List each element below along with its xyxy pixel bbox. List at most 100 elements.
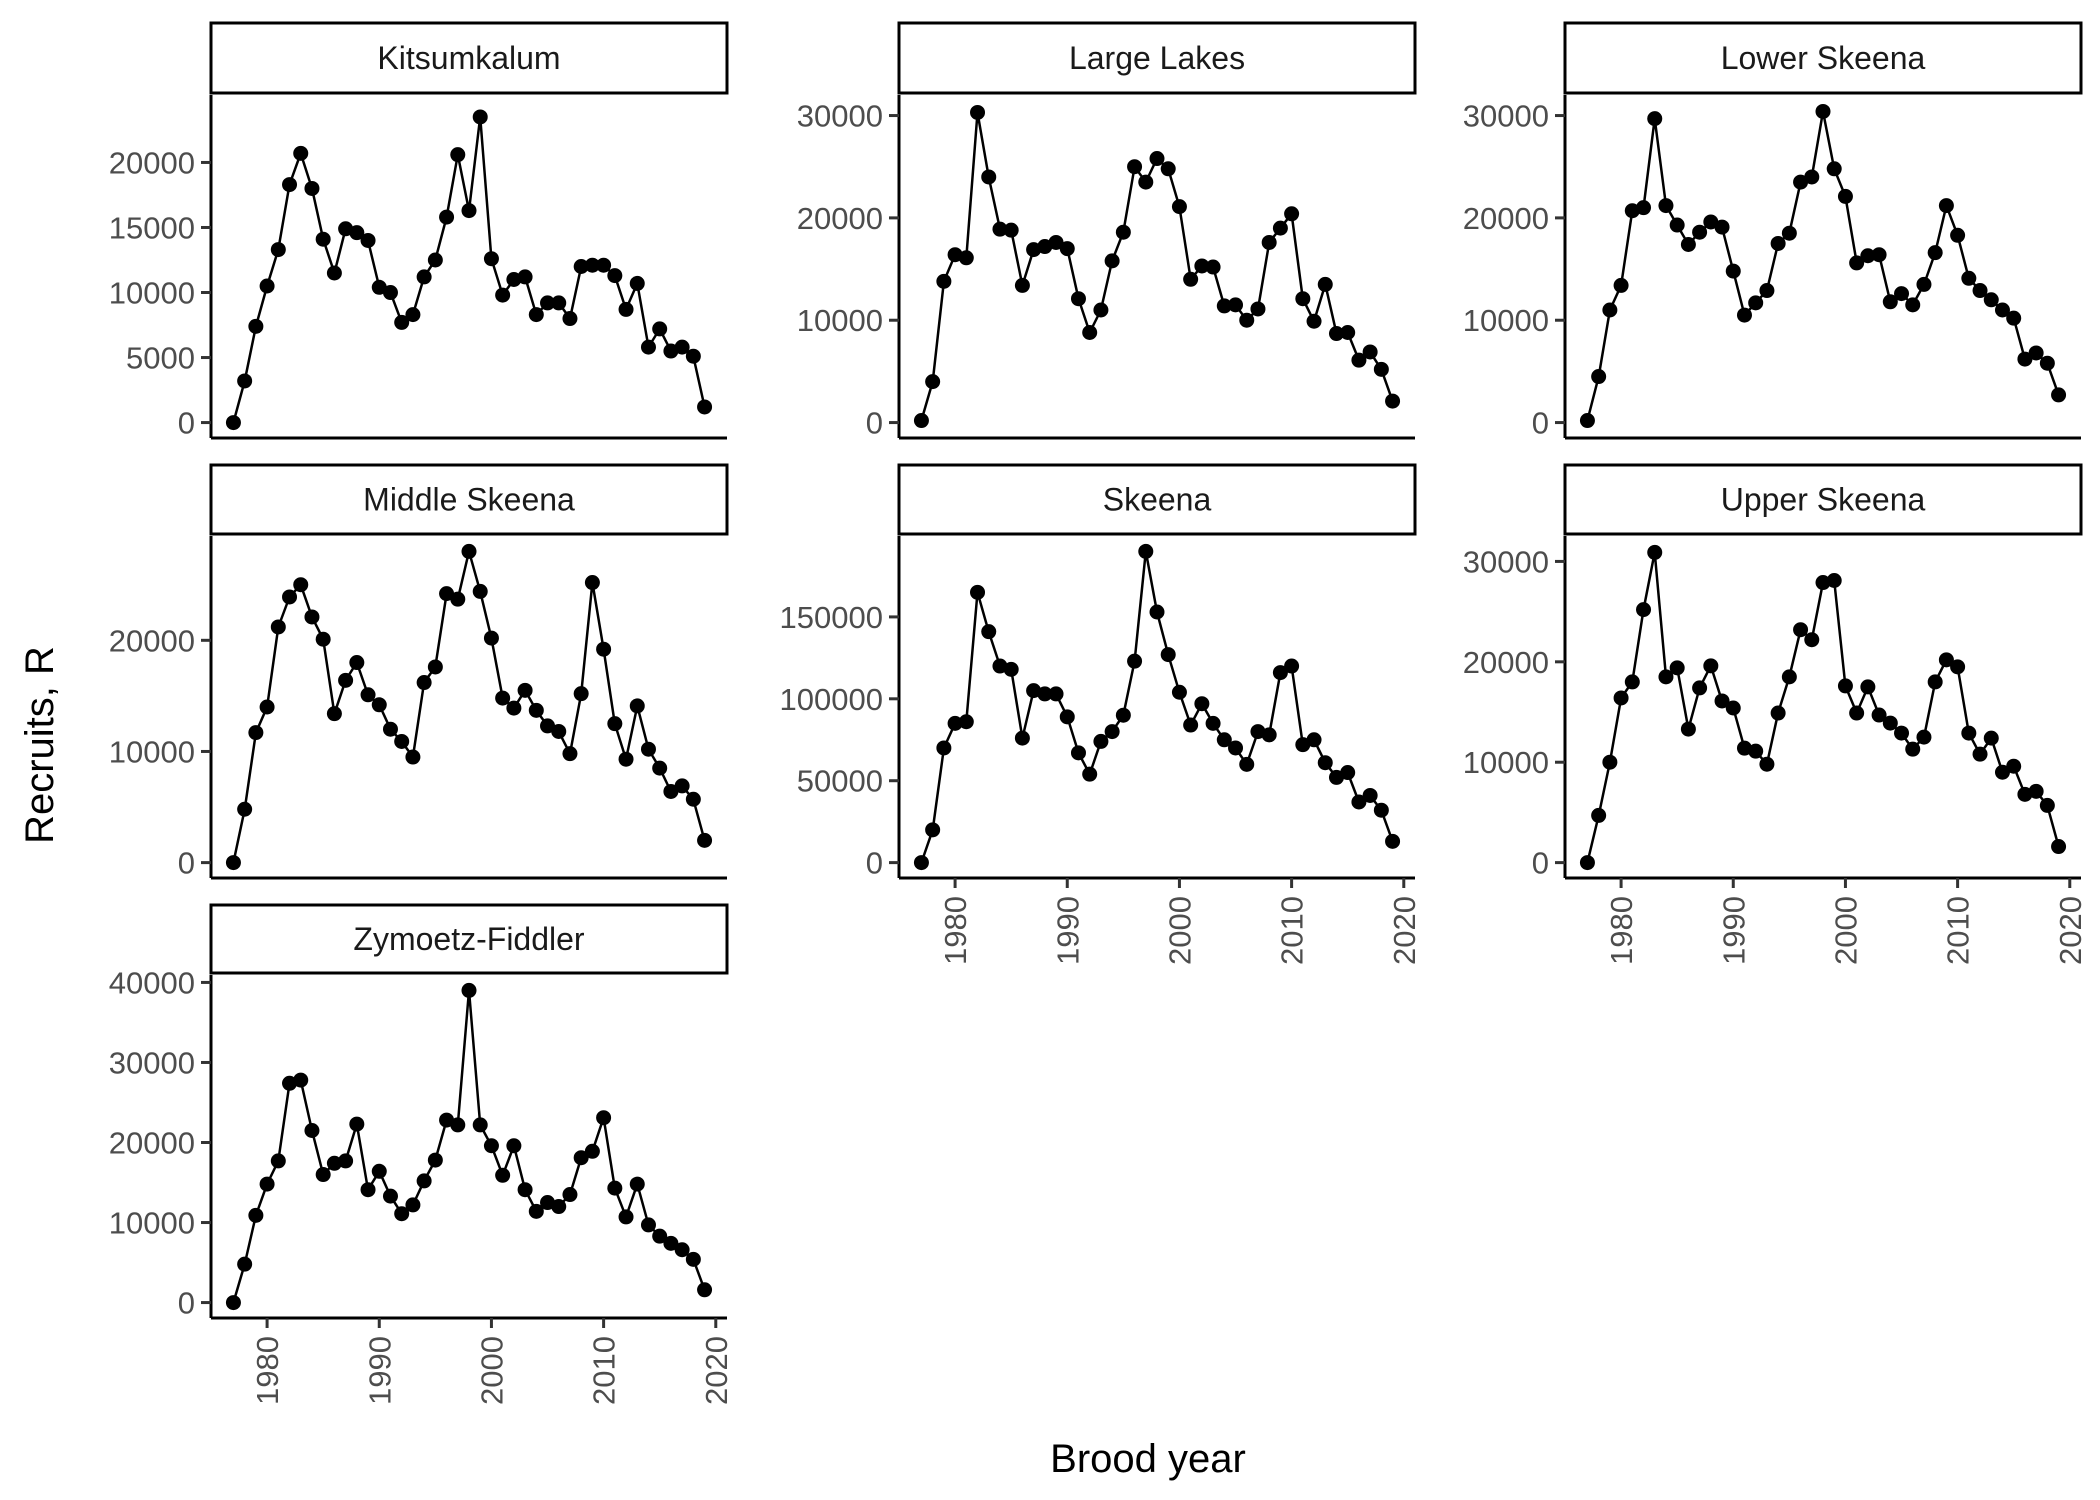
data-point-upper-skeena bbox=[1894, 725, 1910, 741]
data-point-zymoetz-fiddler bbox=[618, 1209, 634, 1225]
x-tick-label-zymoetz-fiddler: 1980 bbox=[250, 1336, 285, 1405]
data-point-kitsumkalum bbox=[248, 318, 264, 334]
data-point-upper-skeena bbox=[1849, 705, 1865, 721]
data-point-lower-skeena bbox=[1636, 200, 1652, 216]
y-tick-label-zymoetz-fiddler: 40000 bbox=[109, 965, 195, 1000]
data-point-skeena bbox=[1149, 604, 1165, 620]
data-point-zymoetz-fiddler bbox=[259, 1176, 275, 1192]
x-tick-label-zymoetz-fiddler: 2020 bbox=[699, 1336, 734, 1405]
x-tick-label-upper-skeena: 1980 bbox=[1604, 896, 1639, 965]
x-tick-label-skeena: 2020 bbox=[1387, 896, 1422, 965]
data-point-middle-skeena bbox=[371, 697, 387, 713]
data-point-large-lakes bbox=[1194, 258, 1210, 274]
data-point-upper-skeena bbox=[1703, 658, 1719, 674]
data-point-lower-skeena bbox=[2028, 345, 2044, 361]
data-point-skeena bbox=[1160, 647, 1176, 663]
data-point-skeena bbox=[1127, 653, 1143, 669]
data-point-zymoetz-fiddler bbox=[338, 1153, 354, 1169]
series-line-kitsumkalum bbox=[232, 116, 706, 423]
data-point-middle-skeena bbox=[405, 749, 421, 765]
data-point-kitsumkalum bbox=[697, 399, 713, 415]
data-point-upper-skeena bbox=[1983, 730, 1999, 746]
data-point-upper-skeena bbox=[1770, 705, 1786, 721]
data-point-zymoetz-fiddler bbox=[640, 1217, 656, 1233]
data-point-large-lakes bbox=[1093, 302, 1109, 318]
data-point-upper-skeena bbox=[1837, 678, 1853, 694]
data-point-zymoetz-fiddler bbox=[405, 1197, 421, 1213]
data-point-kitsumkalum bbox=[439, 209, 455, 225]
y-tick-label-zymoetz-fiddler: 10000 bbox=[109, 1206, 195, 1241]
data-point-kitsumkalum bbox=[685, 348, 701, 364]
data-point-zymoetz-fiddler bbox=[225, 1295, 241, 1311]
data-point-middle-skeena bbox=[293, 577, 309, 593]
y-tick-label-zymoetz-fiddler: 20000 bbox=[109, 1125, 195, 1160]
data-point-kitsumkalum bbox=[607, 268, 623, 284]
data-point-large-lakes bbox=[1385, 393, 1401, 409]
data-point-middle-skeena bbox=[540, 718, 556, 734]
y-tick-label-large-lakes: 20000 bbox=[797, 201, 883, 236]
data-point-lower-skeena bbox=[1781, 225, 1797, 241]
data-point-skeena bbox=[1138, 543, 1154, 559]
data-point-zymoetz-fiddler bbox=[450, 1117, 466, 1133]
data-point-large-lakes bbox=[1183, 271, 1199, 287]
data-point-large-lakes bbox=[1216, 298, 1232, 314]
data-point-zymoetz-fiddler bbox=[483, 1138, 499, 1154]
data-point-lower-skeena bbox=[1882, 294, 1898, 310]
x-tick-label-upper-skeena: 2010 bbox=[1941, 896, 1976, 965]
data-point-upper-skeena bbox=[1692, 680, 1708, 696]
data-point-skeena bbox=[1284, 658, 1300, 674]
data-point-lower-skeena bbox=[1927, 245, 1943, 261]
data-point-middle-skeena bbox=[618, 751, 634, 767]
data-point-upper-skeena bbox=[1658, 669, 1674, 685]
y-tick-label-zymoetz-fiddler: 0 bbox=[178, 1286, 195, 1321]
data-point-large-lakes bbox=[1340, 325, 1356, 341]
data-point-lower-skeena bbox=[1860, 248, 1876, 264]
data-point-middle-skeena bbox=[629, 698, 645, 714]
data-point-zymoetz-fiddler bbox=[304, 1122, 320, 1138]
x-tick-label-zymoetz-fiddler: 2000 bbox=[474, 1336, 509, 1405]
data-point-kitsumkalum bbox=[293, 145, 309, 161]
data-point-large-lakes bbox=[1104, 253, 1120, 269]
data-point-skeena bbox=[1048, 686, 1064, 702]
data-point-upper-skeena bbox=[2028, 783, 2044, 799]
data-point-lower-skeena bbox=[1736, 307, 1752, 323]
data-point-large-lakes bbox=[1239, 312, 1255, 328]
data-point-skeena bbox=[1239, 756, 1255, 772]
data-point-lower-skeena bbox=[1983, 292, 1999, 308]
data-point-skeena bbox=[1261, 727, 1277, 743]
data-point-upper-skeena bbox=[1647, 544, 1663, 560]
data-point-zymoetz-fiddler bbox=[427, 1152, 443, 1168]
data-point-zymoetz-fiddler bbox=[382, 1188, 398, 1204]
data-point-kitsumkalum bbox=[270, 242, 286, 258]
data-point-upper-skeena bbox=[1680, 721, 1696, 737]
data-point-middle-skeena bbox=[427, 659, 443, 675]
data-point-lower-skeena bbox=[1669, 217, 1685, 233]
strip-middle-skeena bbox=[209, 463, 729, 536]
data-point-upper-skeena bbox=[2051, 839, 2067, 855]
data-point-upper-skeena bbox=[1860, 679, 1876, 695]
data-point-kitsumkalum bbox=[304, 180, 320, 196]
data-point-kitsumkalum bbox=[517, 269, 533, 285]
data-point-large-lakes bbox=[1171, 199, 1187, 215]
data-point-skeena bbox=[936, 740, 952, 756]
data-point-lower-skeena bbox=[1579, 413, 1595, 429]
y-tick-label-skeena: 150000 bbox=[780, 600, 883, 635]
data-point-skeena bbox=[1228, 740, 1244, 756]
data-point-middle-skeena bbox=[450, 591, 466, 607]
data-point-upper-skeena bbox=[1579, 855, 1595, 871]
y-tick-label-lower-skeena: 10000 bbox=[1463, 303, 1549, 338]
data-point-middle-skeena bbox=[685, 791, 701, 807]
data-point-kitsumkalum bbox=[629, 275, 645, 291]
data-point-upper-skeena bbox=[1815, 575, 1831, 591]
data-point-skeena bbox=[958, 714, 974, 730]
strip-lower-skeena bbox=[1563, 21, 2083, 95]
data-point-large-lakes bbox=[1160, 161, 1176, 177]
data-point-middle-skeena bbox=[551, 723, 567, 739]
data-point-lower-skeena bbox=[1972, 283, 1988, 299]
strip-skeena bbox=[897, 463, 1417, 536]
data-point-kitsumkalum bbox=[495, 287, 511, 303]
data-point-skeena bbox=[1003, 661, 1019, 677]
x-axis-label: Brood year bbox=[1050, 1437, 1246, 1481]
data-point-lower-skeena bbox=[1680, 236, 1696, 252]
data-point-zymoetz-fiddler bbox=[517, 1182, 533, 1198]
